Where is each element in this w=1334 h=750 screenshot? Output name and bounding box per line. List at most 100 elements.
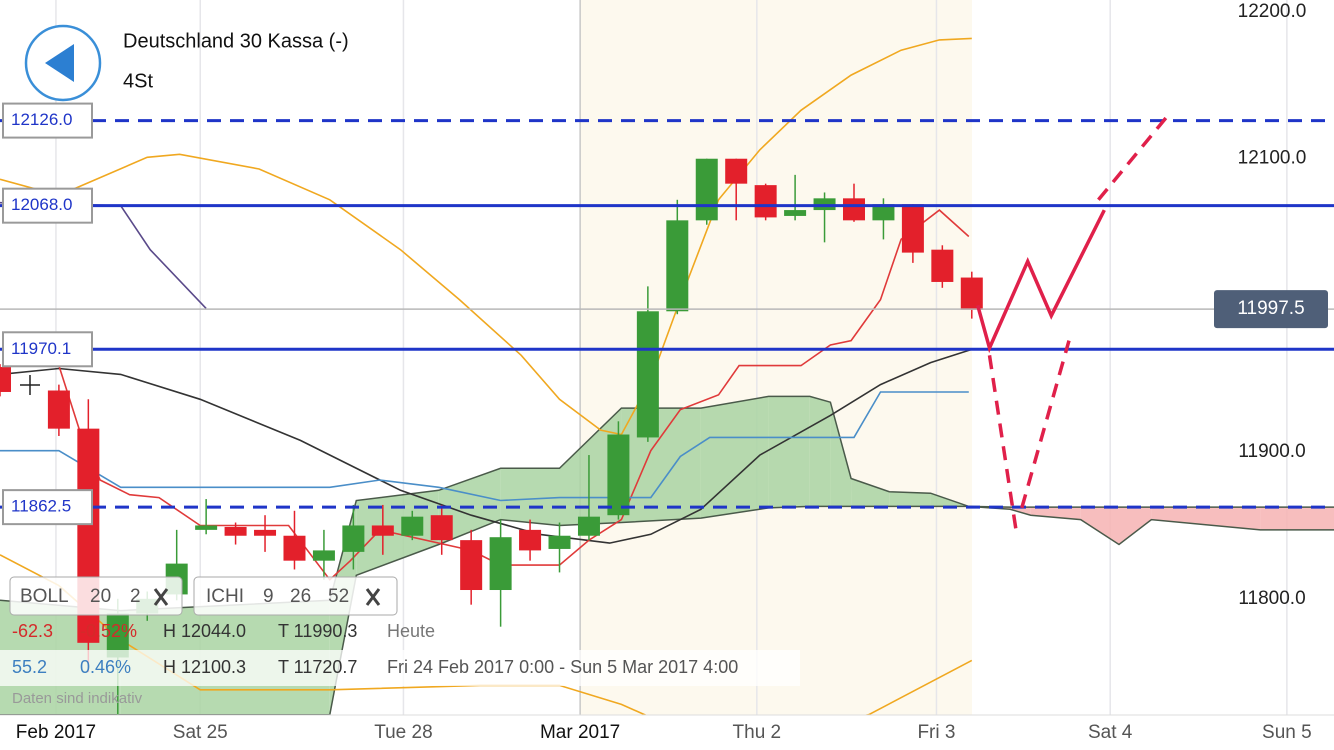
cloud-fill — [559, 408, 622, 526]
candle-body — [636, 311, 659, 438]
candle-body — [784, 210, 807, 216]
cloud-fill — [830, 402, 852, 507]
y-tick-label: 12100.0 — [1238, 148, 1307, 169]
candle-body — [283, 535, 306, 561]
candle-body — [695, 158, 718, 221]
disclaimer: Daten sind indikativ — [12, 690, 143, 707]
cloud-fill — [700, 396, 769, 519]
candle-body — [607, 434, 630, 516]
legend-label: ICHI — [206, 586, 244, 607]
y-tick-label: 11900.0 — [1238, 441, 1305, 462]
candle-body — [901, 204, 924, 253]
legend-label: BOLL — [20, 586, 69, 607]
legend-param: 26 — [290, 586, 311, 607]
candle-body — [401, 516, 424, 536]
candle-body — [548, 535, 571, 549]
forecast-line — [1097, 116, 1168, 201]
change: -62.3 — [12, 621, 53, 641]
candle-body — [312, 550, 335, 561]
cloud-fill — [500, 468, 560, 526]
x-tick-label: Fri 3 — [917, 722, 955, 743]
level-label-box — [2, 102, 93, 139]
candle-body — [342, 525, 365, 552]
candle-body — [106, 613, 129, 658]
indicator-legend: BOLL 20 2 ICHI 9 26 52 — [9, 576, 398, 616]
forecast-line — [987, 355, 1018, 531]
candle-body — [430, 515, 453, 541]
x-tick-label-box — [529, 716, 631, 750]
candle-body — [960, 277, 983, 310]
period: Heute — [387, 621, 435, 641]
indicator-line — [58, 209, 970, 581]
cloud-fill — [1260, 507, 1334, 530]
indicator-line — [0, 391, 969, 502]
candle-body — [754, 185, 777, 218]
high: H 12100.3 — [163, 657, 246, 677]
instrument-title: Deutschland 30 Kassa (-) — [123, 30, 349, 52]
candle-body — [519, 529, 542, 551]
crosshair — [20, 375, 40, 395]
low: T 11720.7 — [278, 657, 357, 677]
level-label-box — [2, 489, 93, 526]
level-label: 12068.0 — [11, 195, 72, 214]
level-label-box — [2, 187, 93, 224]
x-tick-label: Feb 2017 — [16, 722, 96, 743]
period: Fri 24 Feb 2017 0:00 - Sun 5 Mar 2017 4:… — [387, 657, 738, 677]
candle-body — [47, 390, 70, 429]
legend-param: 9 — [263, 586, 274, 607]
header: Deutschland 30 Kassa (-) 4St — [24, 24, 349, 102]
info-panel: -62.3 -0.52% H 12044.0 T 11990.3 Heute 5… — [0, 621, 800, 707]
last-price-box — [1214, 290, 1328, 329]
y-tick-label: 12200.0 — [1238, 1, 1307, 22]
candle-body — [725, 158, 748, 184]
last-price-label: 11997.5 — [1237, 298, 1304, 319]
candle-body — [931, 249, 954, 282]
cloud-fill — [851, 478, 890, 507]
info-band — [0, 650, 800, 686]
cloud-fill — [1119, 507, 1152, 545]
candle-body — [872, 204, 895, 221]
high: H 12044.0 — [163, 621, 246, 641]
x-tick-label: Tue 28 — [374, 722, 432, 743]
level-label: 11862.5 — [11, 497, 71, 516]
candle-body — [254, 529, 277, 536]
change: 55.2 — [12, 657, 47, 677]
legend-close[interactable] — [365, 588, 381, 606]
x-tick-label-box — [5, 716, 107, 750]
timeframe: 4St — [123, 70, 153, 92]
indicator-line — [0, 348, 973, 544]
cloud-fill — [889, 491, 931, 507]
x-tick-label: Sat 25 — [173, 722, 228, 743]
x-axis-band — [0, 715, 1334, 750]
x-tick-label: Sun 5 — [1262, 722, 1312, 743]
legend-close[interactable] — [153, 588, 169, 606]
candle-body — [489, 537, 512, 591]
candle-body — [842, 198, 865, 221]
cloud-fill — [356, 490, 439, 576]
indicator-line — [0, 37, 972, 436]
cloud-fill — [809, 396, 831, 507]
level-label: 12126.0 — [11, 110, 72, 129]
legend-param: 52 — [328, 586, 349, 607]
candle-body — [666, 220, 689, 312]
forecast-line — [1020, 340, 1071, 509]
legend-box[interactable] — [9, 576, 183, 616]
back-arrow — [45, 44, 74, 82]
candle-body — [0, 367, 11, 392]
legend-param: 20 — [90, 586, 111, 607]
candle-body — [371, 525, 394, 536]
x-tick-label: Mar 2017 — [540, 722, 620, 743]
candle-body — [195, 525, 218, 530]
cloud-fill — [621, 408, 701, 523]
candle-body — [460, 540, 483, 591]
level-label-box — [2, 331, 93, 368]
x-tick-label: Sat 4 — [1088, 722, 1133, 743]
x-tick-label: Thu 2 — [733, 722, 782, 743]
level-labels: 12126.0 12068.0 11970.1 11862.5 11997.5 — [2, 102, 1328, 526]
candle-body — [577, 516, 600, 536]
legend-param: 2 — [130, 586, 141, 607]
legend-box[interactable] — [193, 576, 398, 616]
y-tick-label: 11800.0 — [1238, 588, 1305, 609]
